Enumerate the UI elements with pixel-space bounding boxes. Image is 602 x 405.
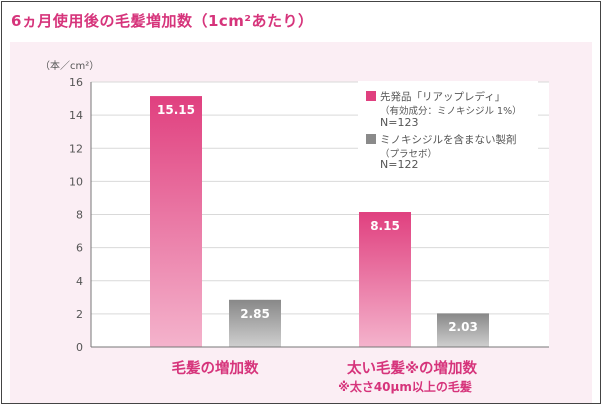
bar-value-label: 2.03 xyxy=(448,320,478,335)
bar xyxy=(359,212,411,347)
legend: 先発品「リアップレディ」 （有効成分：ミノキシジル 1%） N=123 ミノキシ… xyxy=(358,81,538,173)
bar-value-label: 8.15 xyxy=(370,219,400,234)
category-note: ※太さ40μm以上の毛髪 xyxy=(338,380,472,394)
legend-item-placebo: ミノキシジルを含まない製剤 xyxy=(366,132,517,147)
bar-value-label: 15.15 xyxy=(157,103,195,118)
legend-detail: （有効成分：ミノキシジル 1%） xyxy=(380,106,522,117)
legend-detail: （プラセボ） xyxy=(380,149,438,160)
bar-value-label: 2.85 xyxy=(240,306,270,321)
y-axis-unit: （本／cm²） xyxy=(40,61,100,72)
bar xyxy=(229,299,281,347)
y-tick-label: 10 xyxy=(69,175,83,188)
y-tick-label: 0 xyxy=(76,341,83,354)
legend-item-reup: 先発品「リアップレディ」 xyxy=(366,89,505,104)
y-tick-label: 4 xyxy=(76,275,83,288)
bar xyxy=(150,96,202,347)
legend-label: 先発品「リアップレディ」 xyxy=(380,91,506,103)
y-tick-label: 2 xyxy=(76,308,83,321)
chart-title: 6ヵ月使用後の毛髪増加数（1cm²あたり） xyxy=(11,12,314,30)
legend-swatch-gray xyxy=(366,134,376,144)
y-tick-label: 8 xyxy=(76,209,83,222)
legend-n: N=123 xyxy=(380,116,419,129)
legend-label: ミノキシジルを含まない製剤 xyxy=(380,134,517,146)
y-tick-label: 6 xyxy=(76,242,83,255)
category-label: 毛髪の増加数 xyxy=(171,361,259,377)
legend-n: N=122 xyxy=(380,158,419,171)
y-tick-label: 12 xyxy=(69,142,83,155)
bar xyxy=(437,313,489,347)
legend-swatch-pink xyxy=(366,91,376,101)
y-tick-label: 16 xyxy=(69,76,83,89)
category-label: 太い毛髪※の増加数 xyxy=(346,361,478,377)
y-tick-label: 14 xyxy=(69,109,83,122)
